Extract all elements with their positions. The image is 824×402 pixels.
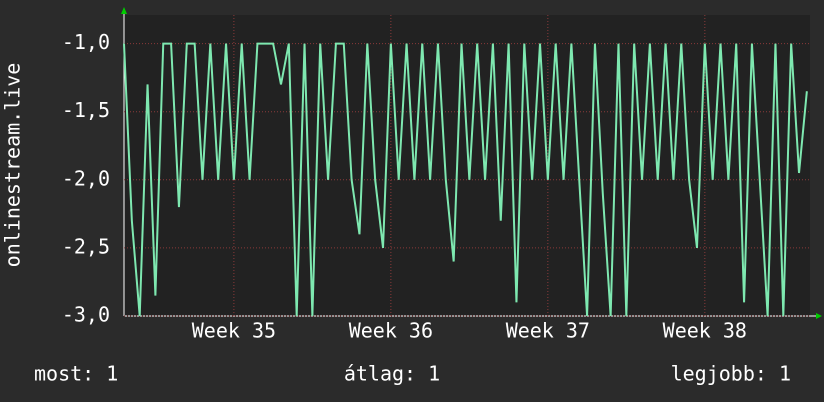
y-arrow	[121, 7, 127, 14]
x-tick-label: Week 37	[506, 319, 590, 343]
x-arrow	[816, 313, 822, 319]
stat-max: legjobb: 1	[671, 362, 791, 386]
y-tick-label: -1,5	[62, 98, 110, 122]
y-tick-label: -2,5	[62, 234, 110, 258]
x-tick-label: Week 35	[192, 319, 276, 343]
x-tick-label: Week 38	[663, 319, 747, 343]
stat-average: átlag: 1	[344, 362, 440, 386]
plot-area	[124, 15, 810, 316]
y-tick-label: -1,0	[62, 30, 110, 54]
stat-current: most: 1	[34, 362, 118, 386]
data-line	[123, 42, 808, 317]
x-tick-label: Week 36	[349, 319, 433, 343]
y-tick-label: -2,0	[62, 166, 110, 190]
y-tick-label: -3,0	[62, 303, 110, 327]
y-axis-label: onlinestream.live	[1, 63, 25, 268]
